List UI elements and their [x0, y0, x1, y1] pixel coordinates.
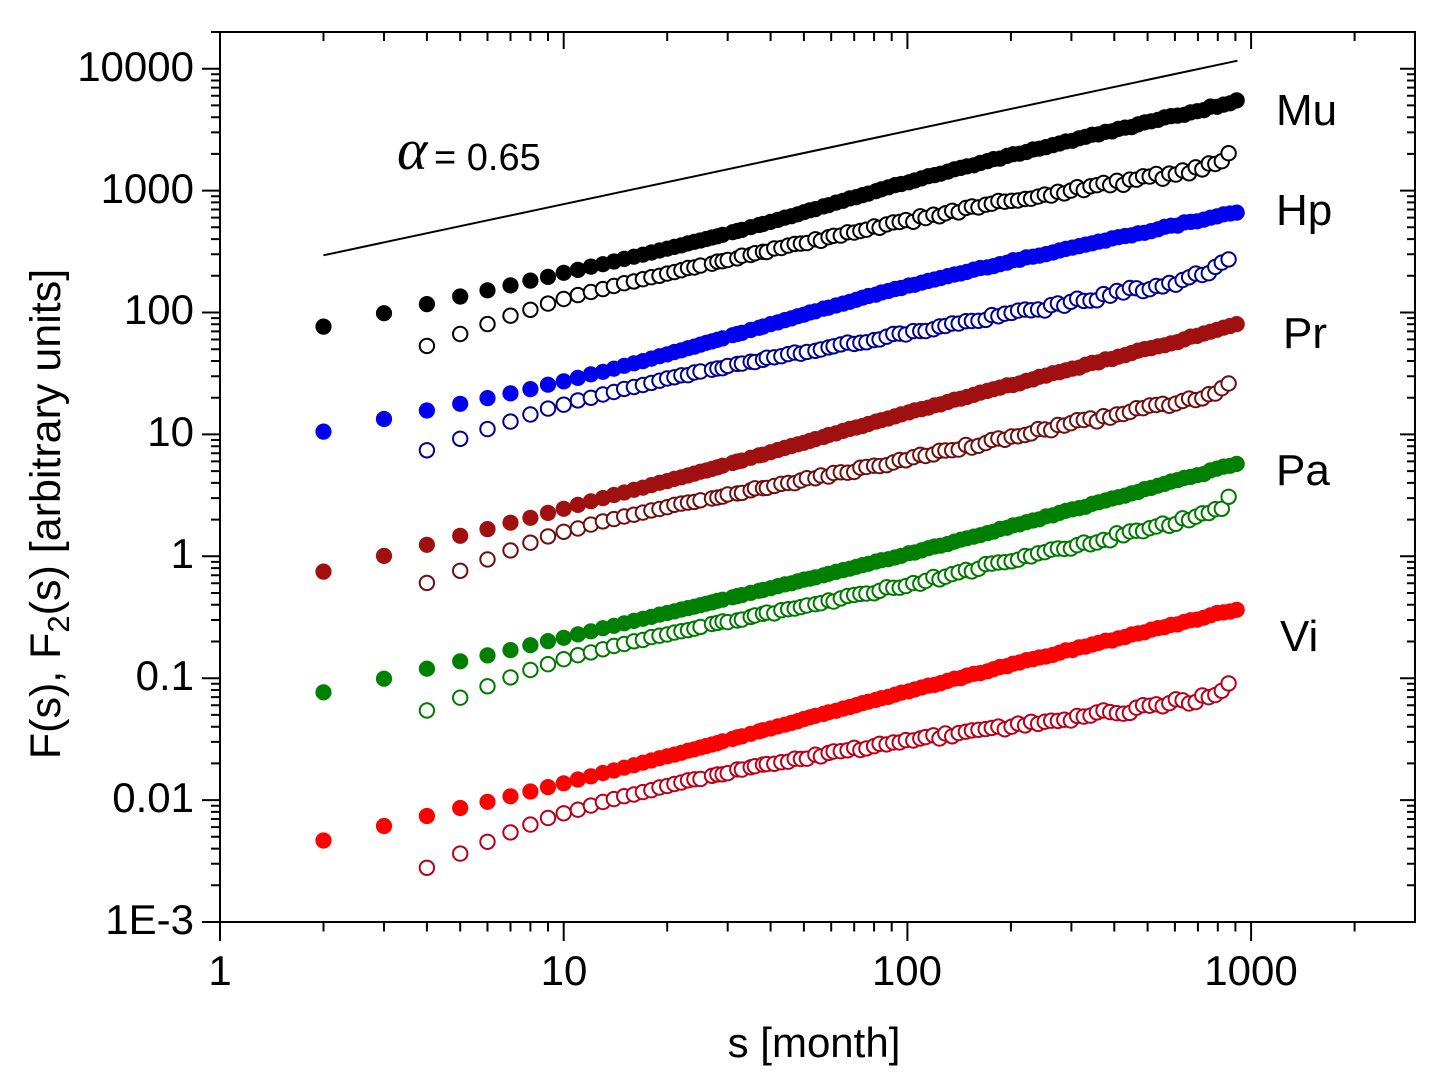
- svg-text:10: 10: [147, 408, 194, 455]
- svg-text:α: α: [397, 117, 429, 182]
- svg-text:Vi: Vi: [1280, 612, 1318, 661]
- svg-text:F(s), F2(s) [arbitrary units]: F(s), F2(s) [arbitrary units]: [22, 269, 76, 759]
- svg-text:Mu: Mu: [1276, 86, 1337, 135]
- svg-text:1000: 1000: [101, 165, 194, 212]
- svg-text:= 0.65: = 0.65: [434, 137, 541, 179]
- svg-text:Hp: Hp: [1276, 186, 1332, 235]
- svg-text:1000: 1000: [1204, 947, 1297, 994]
- svg-text:s [month]: s [month]: [728, 1019, 901, 1066]
- svg-text:100: 100: [872, 947, 942, 994]
- svg-text:Pa: Pa: [1276, 446, 1330, 495]
- svg-text:100: 100: [124, 286, 194, 333]
- svg-text:10: 10: [541, 947, 588, 994]
- svg-text:0.1: 0.1: [136, 652, 194, 699]
- svg-text:0.01: 0.01: [112, 774, 194, 821]
- svg-text:1: 1: [171, 530, 194, 577]
- svg-text:10000: 10000: [77, 43, 194, 90]
- svg-text:Pr: Pr: [1283, 309, 1327, 358]
- svg-text:1E-3: 1E-3: [105, 896, 194, 943]
- svg-text:1: 1: [208, 947, 231, 994]
